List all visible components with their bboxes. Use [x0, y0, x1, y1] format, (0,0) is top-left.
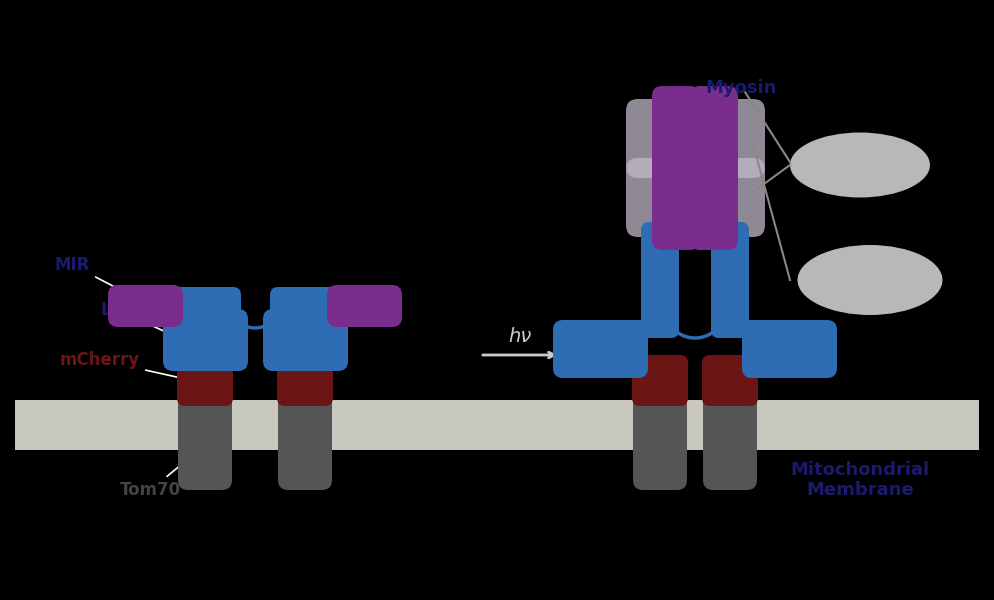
FancyBboxPatch shape: [15, 400, 979, 450]
FancyBboxPatch shape: [270, 287, 341, 325]
FancyBboxPatch shape: [641, 222, 679, 338]
FancyBboxPatch shape: [703, 380, 757, 490]
FancyBboxPatch shape: [278, 380, 332, 490]
FancyBboxPatch shape: [626, 99, 765, 178]
FancyBboxPatch shape: [177, 355, 233, 406]
Text: LOV: LOV: [100, 301, 181, 339]
Ellipse shape: [797, 245, 942, 315]
Text: hν: hν: [508, 328, 532, 346]
Ellipse shape: [790, 133, 930, 197]
Text: mCherry: mCherry: [60, 351, 187, 379]
FancyBboxPatch shape: [178, 380, 232, 490]
FancyBboxPatch shape: [690, 86, 738, 250]
FancyBboxPatch shape: [742, 320, 837, 378]
FancyBboxPatch shape: [652, 86, 700, 250]
FancyBboxPatch shape: [327, 285, 402, 327]
FancyBboxPatch shape: [108, 285, 183, 327]
Text: Tom70: Tom70: [120, 447, 203, 499]
Text: MIR: MIR: [55, 256, 148, 305]
FancyBboxPatch shape: [170, 287, 241, 325]
FancyBboxPatch shape: [553, 320, 648, 378]
FancyBboxPatch shape: [263, 309, 348, 371]
Text: Mitochondrial
Membrane: Mitochondrial Membrane: [790, 461, 929, 499]
FancyBboxPatch shape: [163, 309, 248, 371]
FancyBboxPatch shape: [711, 222, 749, 338]
FancyBboxPatch shape: [626, 158, 765, 237]
FancyBboxPatch shape: [702, 355, 758, 406]
FancyBboxPatch shape: [633, 380, 687, 490]
FancyBboxPatch shape: [632, 355, 688, 406]
Text: Myosin: Myosin: [705, 79, 776, 97]
FancyBboxPatch shape: [277, 355, 333, 406]
